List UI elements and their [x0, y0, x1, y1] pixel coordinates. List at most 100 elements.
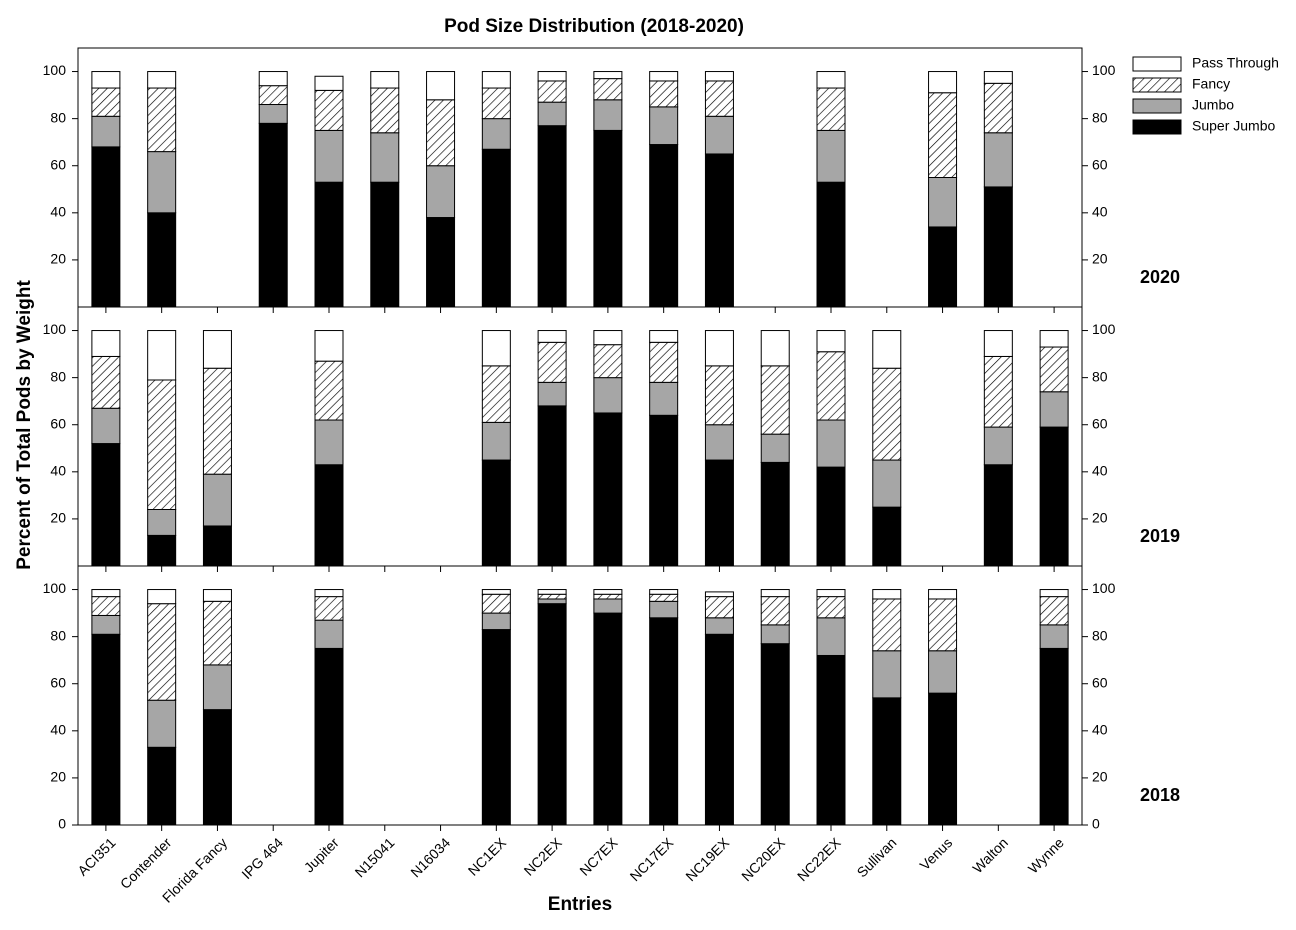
bar-segment — [481, 629, 511, 826]
bar-segment — [314, 360, 344, 421]
y2-tick-label: 80 — [1092, 627, 1108, 643]
bar-segment — [1039, 346, 1069, 393]
bar-segment — [147, 508, 177, 536]
bar-segment — [593, 589, 623, 595]
x-tick-label: IPG 464 — [238, 834, 286, 882]
bar-segment — [1039, 624, 1069, 649]
bar-segment — [147, 330, 177, 381]
bar-segment — [816, 596, 846, 619]
bar-segment — [91, 146, 121, 308]
x-tick-label: NC1EX — [465, 834, 510, 879]
bar-segment — [370, 71, 400, 89]
bar-segment — [816, 87, 846, 131]
bar-segment — [593, 71, 623, 80]
bar-segment — [760, 365, 790, 435]
bar-segment — [1039, 330, 1069, 348]
bar-segment — [928, 92, 958, 178]
bar-segment — [202, 709, 232, 826]
bar-segment — [481, 365, 511, 423]
bar-segment — [593, 330, 623, 346]
y-tick-label: 80 — [50, 109, 66, 125]
bar-segment — [593, 344, 623, 379]
bar-segment — [91, 71, 121, 89]
y2-tick-label: 80 — [1092, 109, 1108, 125]
bar-segment — [314, 419, 344, 466]
y2-tick-label: 20 — [1092, 769, 1108, 785]
bar-segment — [1039, 589, 1069, 598]
bar-segment — [147, 151, 177, 214]
legend-swatch — [1132, 56, 1182, 72]
bar-segment — [760, 643, 790, 826]
y2-tick-label: 20 — [1092, 251, 1108, 267]
bar-segment — [202, 600, 232, 666]
bar-segment — [537, 330, 567, 343]
bar-segment — [816, 181, 846, 308]
bar-segment — [426, 217, 456, 308]
y2-tick-label: 60 — [1092, 156, 1108, 172]
bar-segment — [202, 525, 232, 567]
bar-segment — [704, 71, 734, 82]
bar-segment — [147, 589, 177, 605]
y2-tick-label: 40 — [1092, 204, 1108, 220]
y-tick-label: 80 — [50, 368, 66, 384]
bar-segment — [91, 355, 121, 409]
y2-tick-label: 80 — [1092, 368, 1108, 384]
y-tick-label: 60 — [50, 415, 66, 431]
bar-segment — [481, 459, 511, 567]
x-tick-label: Contender — [117, 834, 175, 892]
bar-segment — [649, 589, 679, 595]
bar-segment — [760, 461, 790, 567]
bar-segment — [983, 464, 1013, 567]
bar-segment — [537, 405, 567, 567]
bar-segment — [593, 412, 623, 567]
panel-label: 2019 — [1140, 526, 1180, 546]
bar-segment — [704, 115, 734, 155]
bar-segment — [704, 424, 734, 461]
bar-segment — [481, 421, 511, 461]
bar-segment — [314, 330, 344, 362]
bar-segment — [537, 598, 567, 605]
bar-segment — [314, 464, 344, 567]
bar-segment — [370, 132, 400, 183]
bar-segment — [704, 459, 734, 567]
bar-segment — [704, 153, 734, 308]
bar-segment — [91, 596, 121, 616]
bar-segment — [481, 330, 511, 367]
legend-label: Fancy — [1192, 76, 1230, 92]
bar-segment — [202, 664, 232, 711]
legend-label: Pass Through — [1192, 55, 1279, 71]
bar-segment — [258, 104, 288, 124]
bar-segment — [314, 589, 344, 598]
bar-segment — [147, 699, 177, 748]
x-tick-label: N16034 — [407, 834, 453, 880]
bar-segment — [872, 330, 902, 369]
x-tick-label: NC7EX — [576, 834, 621, 879]
bar-segment — [537, 381, 567, 407]
bar-segment — [91, 330, 121, 357]
bar-segment — [1039, 426, 1069, 567]
y2-tick-label: 60 — [1092, 415, 1108, 431]
y2-tick-label: 60 — [1092, 674, 1108, 690]
bar-segment — [704, 596, 734, 619]
bar-segment — [593, 99, 623, 131]
legend-swatch — [1132, 119, 1182, 135]
bar-segment — [593, 593, 623, 600]
bar-segment — [872, 459, 902, 508]
y2-tick-label: 100 — [1092, 62, 1116, 78]
bar-segment — [872, 697, 902, 826]
bar-segment — [983, 186, 1013, 308]
legend-swatch — [1132, 98, 1182, 114]
bar-segment — [649, 330, 679, 343]
y-tick-label: 60 — [50, 674, 66, 690]
bar-segment — [147, 87, 177, 153]
bar-segment — [1039, 647, 1069, 826]
bar-segment — [649, 341, 679, 383]
bar-segment — [426, 165, 456, 219]
bar-segment — [593, 377, 623, 414]
x-tick-label: NC17EX — [627, 834, 677, 884]
bar-segment — [202, 367, 232, 475]
bar-segment — [760, 433, 790, 463]
bar-segment — [872, 598, 902, 652]
bar-segment — [481, 589, 511, 595]
y-tick-label: 80 — [50, 627, 66, 643]
